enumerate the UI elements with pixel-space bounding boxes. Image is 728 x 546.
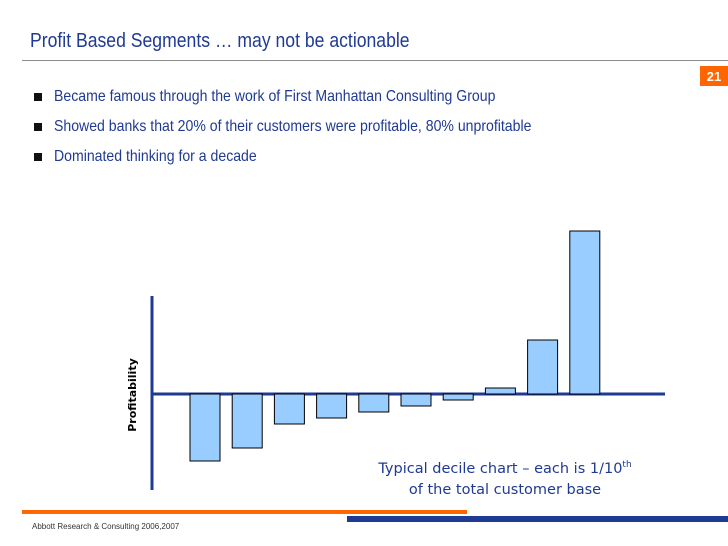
slide-title: Profit Based Segments … may not be actio… bbox=[30, 30, 410, 52]
square-bullet-icon bbox=[34, 153, 42, 161]
square-bullet-icon bbox=[34, 93, 42, 101]
bar-decile-1 bbox=[189, 393, 221, 462]
bar-decile-10 bbox=[569, 230, 601, 395]
bar-decile-9 bbox=[527, 339, 559, 395]
page-number-badge: 21 bbox=[700, 66, 728, 86]
bar-group bbox=[189, 230, 601, 462]
footer-rule-gray bbox=[22, 513, 347, 514]
square-bullet-icon bbox=[34, 123, 42, 131]
bar-decile-8 bbox=[484, 387, 516, 395]
footer-text: Abbott Research & Consulting 2006,2007 bbox=[32, 522, 180, 531]
bar-decile-3 bbox=[273, 393, 305, 425]
bar-decile-2 bbox=[231, 393, 263, 449]
bar-decile-4 bbox=[316, 393, 348, 419]
footer-rule-orange bbox=[22, 510, 467, 514]
chart-caption: Typical decile chart – each is 1/10th of… bbox=[335, 455, 675, 501]
bullet-text: Showed banks that 20% of their customers… bbox=[54, 118, 532, 135]
bar-decile-5 bbox=[358, 393, 390, 413]
caption-line-1-text: Typical decile chart – each is 1/10 bbox=[378, 460, 623, 477]
bar-decile-7 bbox=[442, 393, 474, 401]
caption-line-1: Typical decile chart – each is 1/10th bbox=[335, 455, 675, 480]
title-divider bbox=[22, 60, 728, 61]
bullet-text: Dominated thinking for a decade bbox=[54, 148, 257, 165]
caption-superscript: th bbox=[622, 460, 632, 470]
y-axis-label: Profitability bbox=[126, 358, 139, 432]
bullet-text: Became famous through the work of First … bbox=[54, 88, 496, 105]
caption-line-2: of the total customer base bbox=[408, 481, 602, 498]
bar-decile-6 bbox=[400, 393, 432, 407]
footer-rule-blue bbox=[347, 516, 728, 522]
